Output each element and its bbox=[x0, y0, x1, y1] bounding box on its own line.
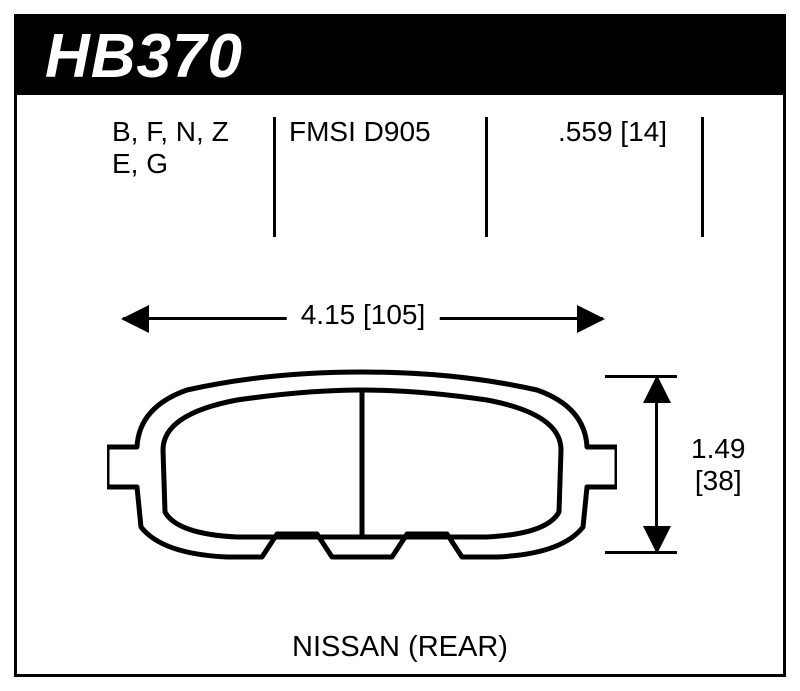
arrow-left-icon bbox=[121, 305, 149, 333]
fmsi-column: FMSI D905 bbox=[267, 112, 479, 180]
column-divider-3 bbox=[701, 117, 704, 237]
width-dimension: 4.15 [105] bbox=[123, 299, 603, 339]
height-dim-mm: [38] bbox=[691, 465, 746, 497]
thickness-column: .559 [14] bbox=[479, 112, 689, 180]
footer-label: NISSAN (REAR) bbox=[17, 631, 783, 664]
fmsi-value: FMSI D905 bbox=[289, 116, 479, 148]
arrow-up-icon bbox=[643, 375, 671, 403]
arrow-down-icon bbox=[643, 526, 671, 554]
compounds-line2: E, G bbox=[112, 148, 267, 180]
diagram-frame: HB370 B, F, N, Z E, G FMSI D905 .559 [14… bbox=[14, 14, 786, 677]
thickness-value: .559 [14] bbox=[497, 116, 667, 148]
spec-row: B, F, N, Z E, G FMSI D905 .559 [14] bbox=[17, 112, 783, 180]
compounds-line1: B, F, N, Z bbox=[112, 116, 267, 148]
width-dim-label: 4.15 [105] bbox=[287, 299, 440, 331]
brake-pad-drawing bbox=[107, 362, 617, 582]
column-divider-1 bbox=[273, 117, 276, 237]
column-divider-2 bbox=[485, 117, 488, 237]
part-number: HB370 bbox=[45, 21, 243, 92]
compounds-column: B, F, N, Z E, G bbox=[17, 112, 267, 180]
arrow-right-icon bbox=[577, 305, 605, 333]
height-dim-label: 1.49 [38] bbox=[691, 432, 746, 496]
height-dim-value: 1.49 bbox=[691, 432, 746, 464]
header-bar: HB370 bbox=[17, 17, 783, 95]
height-dimension: 1.49 [38] bbox=[637, 377, 677, 552]
